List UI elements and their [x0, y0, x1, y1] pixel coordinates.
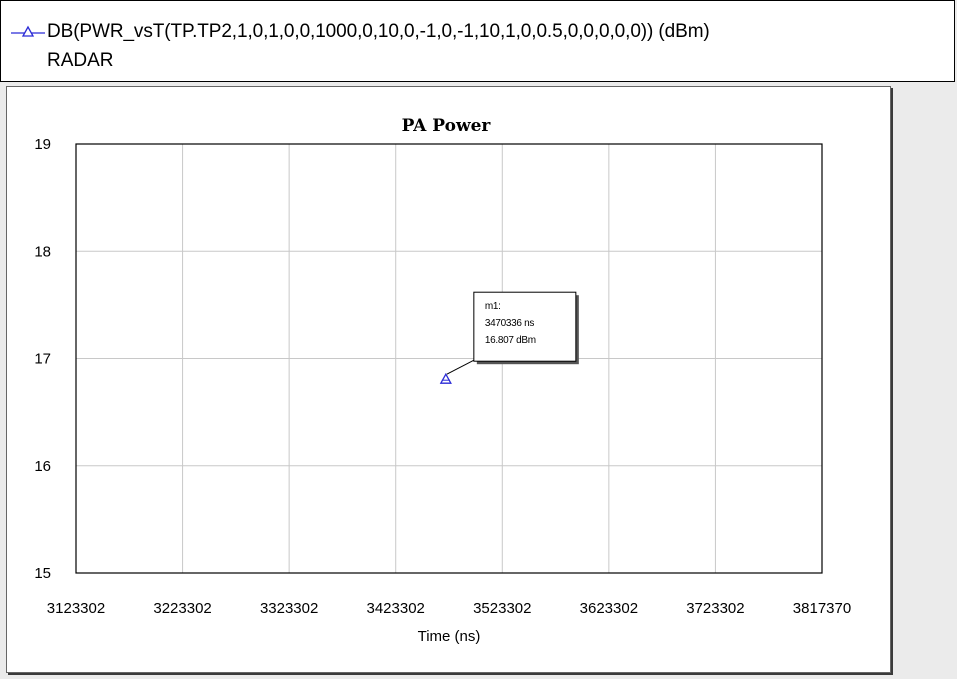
- plot-border: [75, 143, 823, 574]
- marker-leader-line: [446, 358, 477, 375]
- x-tick-label: 3623302: [580, 600, 638, 617]
- x-tick-label: 3223302: [153, 600, 211, 617]
- x-axis-label: Time (ns): [418, 628, 481, 645]
- marker-text: 3470336 ns: [485, 318, 535, 329]
- marker-text: m1:: [485, 301, 501, 312]
- grid-layer: [76, 144, 822, 573]
- legend-bar: DB(PWR_vsT(TP.TP2,1,0,1,0,0,1000,0,10,0,…: [0, 0, 955, 82]
- x-tick-label: 3817370: [793, 600, 851, 617]
- legend-document-name: RADAR: [47, 50, 114, 71]
- legend-entry[interactable]: DB(PWR_vsT(TP.TP2,1,0,1,0,0,1000,0,10,0,…: [11, 21, 710, 43]
- y-tick-label: 19: [34, 136, 51, 153]
- marker-text: 16.807 dBm: [485, 335, 536, 346]
- x-tick-label: 3123302: [47, 600, 105, 617]
- plot-panel: PA Power 15 16 17 18 19 3123302 3223302 332330…: [0, 82, 957, 679]
- y-tick-label: 16: [34, 458, 51, 475]
- chart-title: PA Power: [402, 116, 492, 136]
- data-point[interactable]: [439, 372, 452, 384]
- x-tick-label: 3423302: [367, 600, 425, 617]
- x-tick-label: 3723302: [686, 600, 744, 617]
- y-tick-label: 17: [34, 351, 51, 368]
- chart[interactable]: PA Power 15 16 17 18 19 3123302 3223302 332330…: [7, 87, 892, 674]
- marker-layer: m1: 3470336 ns 16.807 dBm: [446, 291, 579, 375]
- series-layer: [439, 372, 452, 384]
- triangle-marker-line-icon: [11, 25, 45, 37]
- y-tick-label: 18: [34, 243, 51, 260]
- marker-box[interactable]: [473, 291, 577, 362]
- plot-frame[interactable]: PA Power 15 16 17 18 19 3123302 3223302 332330…: [6, 86, 891, 673]
- x-tick-label: 3523302: [473, 600, 531, 617]
- x-tick-label: 3323302: [260, 600, 318, 617]
- x-tick-labels: 3123302 3223302 3323302 3423302 3523302 36233…: [47, 600, 851, 617]
- legend-expression: DB(PWR_vsT(TP.TP2,1,0,1,0,0,1000,0,10,0,…: [47, 21, 710, 42]
- y-tick-labels: 15 16 17 18 19: [34, 136, 51, 582]
- y-tick-label: 15: [34, 565, 51, 582]
